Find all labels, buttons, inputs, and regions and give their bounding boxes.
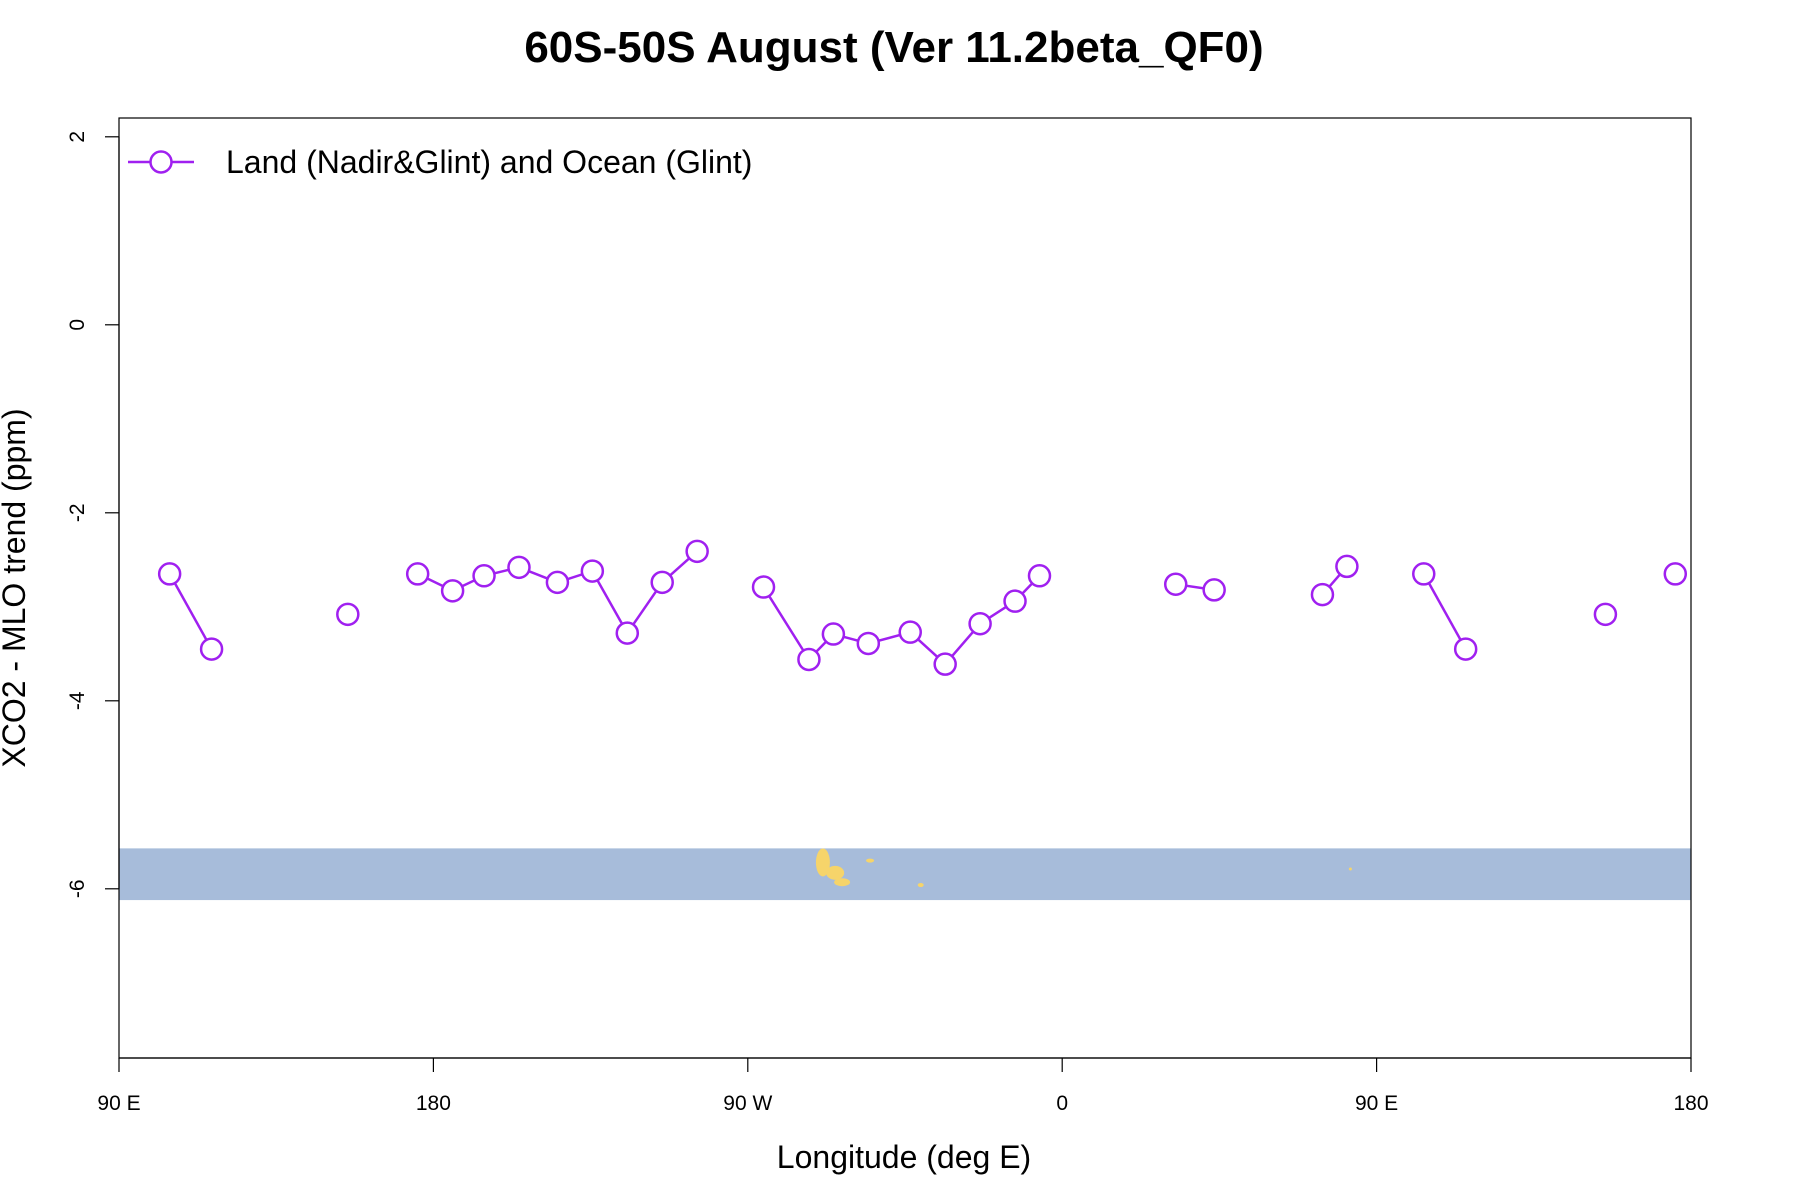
y-tick-label: 0 — [66, 319, 89, 331]
x-tick-label: 180 — [1673, 1092, 1708, 1115]
data-point — [440, 579, 465, 603]
map-land — [815, 848, 830, 877]
data-point — [821, 622, 846, 646]
chart-title: 60S-50S August (Ver 11.2beta_QF0) — [524, 23, 1263, 72]
x-axis-label: Longitude (deg E) — [777, 1139, 1031, 1175]
data-point — [336, 602, 360, 627]
map-ocean — [119, 848, 1691, 901]
x-tick-label: 90 W — [723, 1092, 772, 1115]
data-point — [1003, 589, 1027, 613]
data-point — [1027, 564, 1052, 588]
data-point — [405, 562, 430, 586]
data-point — [1202, 578, 1226, 602]
plot-frame — [118, 117, 1692, 1059]
series-line — [1422, 573, 1467, 650]
x-tick-label: 0 — [1056, 1092, 1068, 1115]
legend-marker — [149, 150, 173, 174]
data-point — [1412, 562, 1436, 586]
x-tick-label: 90 E — [1355, 1092, 1398, 1115]
y-tick-label: 2 — [66, 131, 89, 143]
data-point — [1663, 562, 1688, 586]
map-land — [834, 878, 851, 887]
legend: Land (Nadir&Glint) and Ocean (Glint) — [128, 144, 752, 180]
map-land — [826, 865, 845, 880]
x-tick-label: 180 — [416, 1092, 451, 1115]
data-point — [968, 611, 992, 636]
map-land — [1348, 867, 1352, 871]
data-point — [472, 564, 496, 588]
data-point — [1453, 637, 1478, 661]
y-axis: 2 0 -2 -4 -6 — [66, 131, 120, 898]
data-point — [797, 647, 821, 672]
data-point — [507, 555, 531, 580]
x-axis: 90 E 180 90 W 0 90 E 180 — [97, 1057, 1709, 1115]
data-point — [157, 562, 182, 586]
data-point — [580, 559, 605, 583]
data-point — [1335, 554, 1359, 579]
map-land — [917, 883, 924, 888]
data-point — [1163, 572, 1188, 596]
data-point — [1593, 602, 1618, 627]
data-point — [933, 652, 957, 676]
y-tick-label: -2 — [66, 503, 89, 522]
data-point — [898, 620, 922, 644]
data-point — [650, 570, 674, 595]
data-point — [199, 637, 224, 661]
series-layer — [157, 539, 1688, 676]
data-point — [685, 539, 709, 564]
data-point — [545, 570, 570, 595]
data-point — [1310, 582, 1335, 607]
y-tick-label: -6 — [66, 879, 89, 898]
data-point — [751, 575, 776, 599]
data-point — [615, 621, 640, 645]
map-strip — [119, 848, 1691, 901]
y-tick-label: -4 — [66, 691, 89, 710]
data-point — [856, 631, 881, 656]
y-axis-label: XCO2 - MLO trend (ppm) — [0, 408, 32, 767]
map-land — [866, 858, 875, 863]
x-tick-label: 90 E — [97, 1092, 140, 1115]
legend-label: Land (Nadir&Glint) and Ocean (Glint) — [226, 144, 752, 180]
series-line — [168, 573, 213, 650]
